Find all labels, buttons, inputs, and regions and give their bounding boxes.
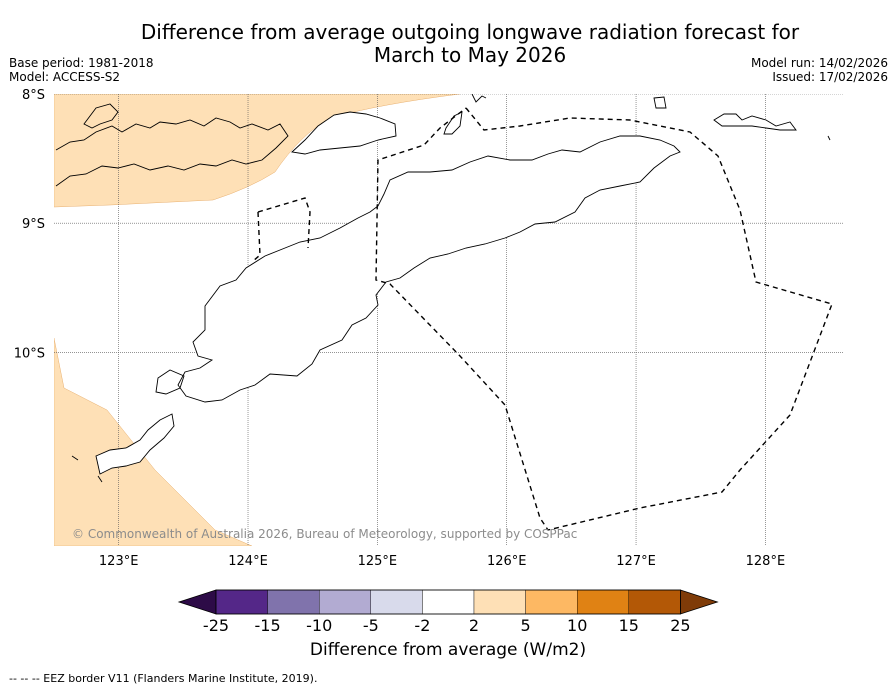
anomaly-region-northwest [54,94,461,208]
eez-border-line [375,107,833,531]
colorbar-cell [215,589,268,615]
alor-island-outline [55,117,289,187]
colorbar-title: Difference from average (W/m2) [309,640,587,660]
y-axis-ticks: 8°S 9°S 10°S [14,88,45,361]
map-area: © Commonwealth of Australia 2026, Bureau… [54,94,843,546]
x-tick-label: 127°E [616,554,656,569]
colorbar: -25 -15 -10 -5 -2 2 5 10 15 25 [177,589,719,635]
x-axis-ticks: 123°E 124°E 125°E 126°E 127°E 128°E [99,554,785,569]
x-tick-label: 124°E [228,554,268,569]
colorbar-tick-label: 10 [567,616,587,635]
colorbar-cell [422,589,475,615]
colorbar-tick-label: -25 [203,616,229,635]
small-islet-outline [827,135,831,141]
colorbar-tick-label: 2 [469,616,479,635]
colorbar-tick-label: -15 [255,616,281,635]
colorbar-extend-low [177,589,217,615]
colorbar-cell [473,589,526,615]
eez-footer-note: -- -- -- EEZ border V11 (Flanders Marine… [9,672,318,685]
timor-island-outline [177,135,681,403]
chart-title-line-2: March to May 2026 [373,43,567,67]
chart-title-line-1: Difference from average outgoing longwav… [140,20,800,44]
rote-island-outline [95,413,175,475]
model-run-text: Model run: 14/02/2026 [750,56,888,70]
anomaly-region-southwest [54,337,253,546]
small-islet-outline [443,111,463,135]
colorbar-cell [267,589,320,615]
small-islet-outline [471,94,487,103]
colorbar-tick-label: -5 [363,616,379,635]
issued-text: Issued: 17/02/2026 [772,70,888,84]
pantar-island-outline [83,103,119,129]
copyright-text: © Commonwealth of Australia 2026, Bureau… [72,527,577,541]
colorbar-tick-label: 15 [619,616,639,635]
x-tick-label: 128°E [746,554,786,569]
base-period-text: Base period: 1981-2018 [9,56,154,70]
model-text: Model: ACCESS-S2 [9,70,121,84]
small-islet-outline [713,113,797,131]
colorbar-cell [525,589,578,615]
colorbar-cell [628,589,681,615]
x-tick-label: 126°E [487,554,527,569]
colorbar-tick-label: -2 [414,616,430,635]
x-tick-label: 123°E [99,554,139,569]
colorbar-tick-label: 5 [521,616,531,635]
colorbar-cell [319,589,372,615]
eez-border-line [251,197,311,263]
x-tick-label: 125°E [358,554,398,569]
small-islet-outline [653,96,667,109]
colorbar-frame [215,589,681,615]
colorbar-cell [370,589,423,615]
colorbar-tick-label: -10 [306,616,332,635]
colorbar-cell [577,589,630,615]
small-islet-outline [71,455,103,483]
colorbar-extend-high [680,589,719,615]
y-tick-label: 9°S [22,217,45,232]
y-tick-label: 10°S [14,346,45,361]
colorbar-tick-label: 25 [670,616,690,635]
semau-island-outline [155,369,185,395]
wetar-island-outline [291,111,397,155]
y-tick-label: 8°S [22,88,45,103]
